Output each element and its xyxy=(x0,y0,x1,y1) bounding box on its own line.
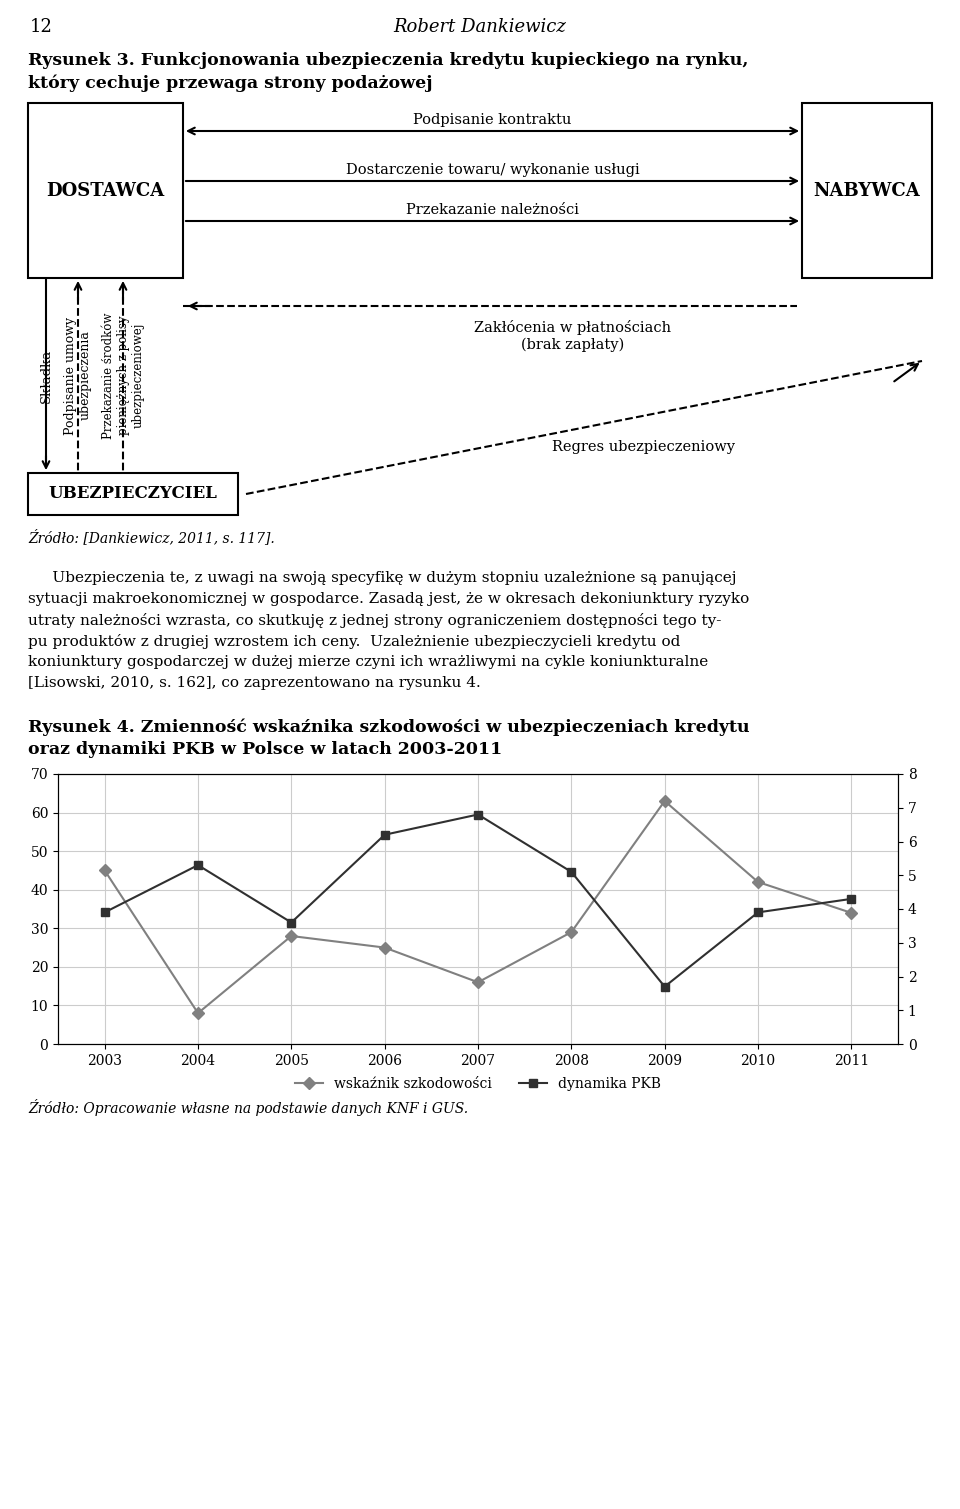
Text: Regres ubezpieczeniowy: Regres ubezpieczeniowy xyxy=(553,441,735,454)
Bar xyxy=(28,472,238,515)
Text: Zakłócenia w płatnościach
(brak zapłaty): Zakłócenia w płatnościach (brak zapłaty) xyxy=(474,320,671,352)
Text: NABYWCA: NABYWCA xyxy=(814,181,921,199)
Text: Ubezpieczenia te, z uwagi na swoją specyfikę w dużym stopniu uzależnione są panu: Ubezpieczenia te, z uwagi na swoją specy… xyxy=(28,570,736,585)
Legend: wskaźnik szkodowości, dynamika PKB: wskaźnik szkodowości, dynamika PKB xyxy=(289,1071,667,1097)
Text: [Lisowski, 2010, s. 162], co zaprezentowano na rysunku 4.: [Lisowski, 2010, s. 162], co zaprezentow… xyxy=(28,676,481,690)
Text: utraty należności wzrasta, co skutkuję z jednej strony ograniczeniem dostępności: utraty należności wzrasta, co skutkuję z… xyxy=(28,613,721,628)
Text: Rysunek 3. Funkcjonowania ubezpieczenia kredytu kupieckiego na rynku,: Rysunek 3. Funkcjonowania ubezpieczenia … xyxy=(28,51,749,69)
Text: Przekazanie środków
pieniężnych z polisy
ubezpieczeniowej: Przekazanie środków pieniężnych z polisy… xyxy=(102,312,145,439)
Text: oraz dynamiki PKB w Polsce w latach 2003-2011: oraz dynamiki PKB w Polsce w latach 2003… xyxy=(28,741,502,758)
Text: Robert Dankiewicz: Robert Dankiewicz xyxy=(394,18,566,36)
Bar xyxy=(28,103,183,278)
Text: koniunktury gospodarczej w dużej mierze czyni ich wrażliwymi na cykle koniunktur: koniunktury gospodarczej w dużej mierze … xyxy=(28,655,708,668)
Text: 12: 12 xyxy=(30,18,53,36)
Text: który cechuje przewaga strony podażowej: który cechuje przewaga strony podażowej xyxy=(28,74,433,92)
Text: DOSTAWCA: DOSTAWCA xyxy=(46,181,164,199)
Text: Rysunek 4. Zmienność wskaźnika szkodowości w ubezpieczeniach kredytu: Rysunek 4. Zmienność wskaźnika szkodowoś… xyxy=(28,718,750,736)
Text: Podpisanie umowy
ubezpieczenia: Podpisanie umowy ubezpieczenia xyxy=(64,317,92,435)
Text: sytuacji makroekonomicznej w gospodarce. Zasadą jest, że w okresach dekoniunktur: sytuacji makroekonomicznej w gospodarce.… xyxy=(28,592,749,607)
Text: Przekazanie należności: Przekazanie należności xyxy=(406,204,579,217)
Text: Podpisanie kontraktu: Podpisanie kontraktu xyxy=(414,113,572,127)
Text: Źródło: [Dankiewicz, 2011, s. 117].: Źródło: [Dankiewicz, 2011, s. 117]. xyxy=(28,530,275,545)
Text: pu produktów z drugiej wzrostem ich ceny.  Uzależnienie ubezpieczycieli kredytu : pu produktów z drugiej wzrostem ich ceny… xyxy=(28,634,681,649)
Text: Składka: Składka xyxy=(39,349,53,403)
Text: Źródło: Opracowanie własne na podstawie danych KNF i GUS.: Źródło: Opracowanie własne na podstawie … xyxy=(28,1099,468,1117)
Bar xyxy=(802,103,932,278)
Text: UBEZPIECZYCIEL: UBEZPIECZYCIEL xyxy=(49,486,217,502)
Text: Dostarczenie towaru/ wykonanie usługi: Dostarczenie towaru/ wykonanie usługi xyxy=(346,163,639,177)
